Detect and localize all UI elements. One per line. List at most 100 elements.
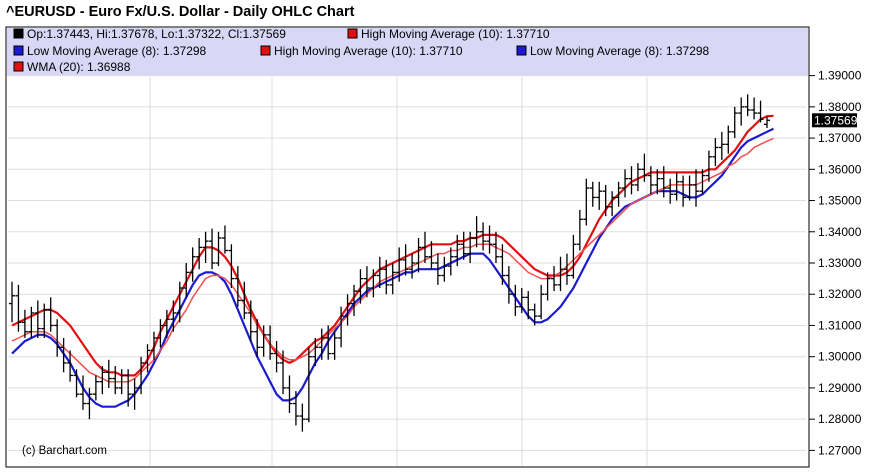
ohlc-bar	[654, 169, 661, 195]
ohlc-bar	[331, 331, 338, 360]
ohlc-bar	[609, 191, 616, 217]
ohlc-bar	[512, 284, 519, 317]
ohlc-bar	[221, 225, 228, 254]
ohlc-bar	[170, 300, 177, 332]
legend-item: High Moving Average (10): 1.37710	[347, 27, 550, 41]
y-tick-label: 1.28000	[818, 412, 862, 426]
ohlc-bar	[686, 175, 693, 201]
ohlc-bar	[389, 263, 396, 295]
ohlc-bars	[9, 94, 770, 432]
legend-swatch	[13, 45, 24, 56]
ohlc-bar	[196, 238, 203, 270]
grid-lines	[8, 75, 806, 466]
ohlc-bar	[441, 256, 448, 282]
ohlc-bar	[292, 391, 299, 426]
ohlc-bar	[118, 369, 125, 395]
legend-swatch	[347, 28, 358, 39]
ohlc-bar	[305, 347, 312, 423]
ohlc-bar	[325, 325, 332, 360]
ohlc-bar	[402, 244, 409, 276]
ohlc-bar	[434, 253, 441, 285]
ohlc-bar	[215, 231, 222, 267]
plot-area	[5, 26, 810, 468]
credit-text: (c) Barchart.com	[22, 445, 107, 457]
ohlc-bar	[338, 306, 345, 348]
ohlc-bar	[499, 244, 506, 285]
y-axis: 1.39000 1.38000 1.37000 1.36000 1.35000 1.340…	[809, 69, 862, 457]
ohlc-bar	[286, 375, 293, 413]
y-tick-label: 1.27000	[818, 443, 862, 457]
y-tick-label: 1.35000	[818, 194, 862, 208]
ohlc-bar	[105, 359, 112, 388]
legend-item: Op:1.37443, Hi:1.37678, Lo:1.37322, Cl:1…	[13, 27, 286, 41]
ohlc-bar	[505, 266, 512, 304]
ohlc-bar	[673, 172, 680, 201]
legend-item: Low Moving Average (8): 1.37298	[516, 44, 710, 58]
legend-item: WMA (20): 1.36988	[13, 60, 131, 74]
y-tick-label: 1.32000	[818, 287, 862, 301]
ohlc-bar	[583, 178, 590, 226]
last-price-tag: 1.37569	[812, 113, 858, 128]
y-tick-label: 1.29000	[818, 381, 862, 395]
ohlc-bar	[73, 369, 80, 398]
ohlc-bar	[725, 125, 732, 154]
ohlc-bar	[602, 184, 609, 217]
ohlc-bar	[312, 337, 319, 367]
legend-label: WMA (20): 1.36988	[27, 60, 131, 74]
ohlc-bar	[641, 153, 648, 182]
ohlc-bar	[363, 266, 370, 298]
legend-label: Low Moving Average (8): 1.37298	[530, 44, 710, 58]
ohlc-bar	[157, 319, 164, 348]
ohlc-bar	[480, 222, 487, 251]
ohlc-bar	[125, 369, 132, 407]
ohlc-bar	[280, 350, 287, 395]
ohlc-bar	[589, 181, 596, 207]
ohlc-bar	[318, 328, 325, 360]
ohlc-bar	[357, 269, 364, 304]
ohlc-bar	[473, 216, 480, 248]
ohlc-bar	[544, 272, 551, 301]
ohlc-bar	[764, 116, 770, 129]
ohlc-bar	[628, 166, 635, 195]
ohlc-bar	[267, 325, 274, 360]
ohlc-bar	[47, 297, 54, 332]
ohlc-bar	[660, 166, 667, 198]
ohlc-bar	[241, 281, 248, 320]
ohlc-bar	[234, 266, 241, 307]
ohlc-bar	[531, 303, 538, 326]
ohlc-bar	[718, 131, 725, 160]
ohlc-bar	[183, 263, 190, 298]
ohlc-bar	[41, 303, 48, 338]
ohlc-bar	[396, 247, 403, 282]
ohlc-bar	[138, 356, 145, 395]
ohlc-bar	[344, 294, 351, 326]
legend-swatch	[516, 45, 527, 56]
ohlc-bar	[409, 253, 416, 279]
ohlc-bar	[99, 366, 106, 395]
ohlc-bar	[447, 247, 454, 276]
ohlc-bar	[247, 300, 254, 342]
ohlc-bar	[667, 178, 674, 204]
y-tick-label: 1.31000	[818, 318, 862, 332]
legend-swatch	[13, 28, 24, 39]
ohlc-bar	[376, 256, 383, 288]
ohlc-bar	[228, 244, 235, 288]
ohlc-bar	[693, 169, 700, 207]
legend-band	[7, 28, 808, 76]
ohlc-bar	[28, 306, 35, 338]
ohlc-bar	[680, 175, 687, 207]
ohlc-bar	[712, 138, 719, 167]
ohlc-bar	[189, 247, 196, 282]
ohlc-bar	[67, 350, 74, 382]
y-tick-label: 1.36000	[818, 162, 862, 176]
ohlc-bar	[351, 284, 358, 317]
last-price-label: 1.37569	[814, 113, 858, 127]
ohlc-bar	[54, 319, 61, 357]
ohlc-bar	[9, 281, 15, 323]
ohlc-bar	[731, 106, 738, 139]
ohlc-bar	[622, 169, 629, 198]
ohlc-bar	[15, 284, 22, 332]
ohlc-bar	[570, 234, 577, 279]
y-tick-label: 1.38000	[818, 100, 862, 114]
